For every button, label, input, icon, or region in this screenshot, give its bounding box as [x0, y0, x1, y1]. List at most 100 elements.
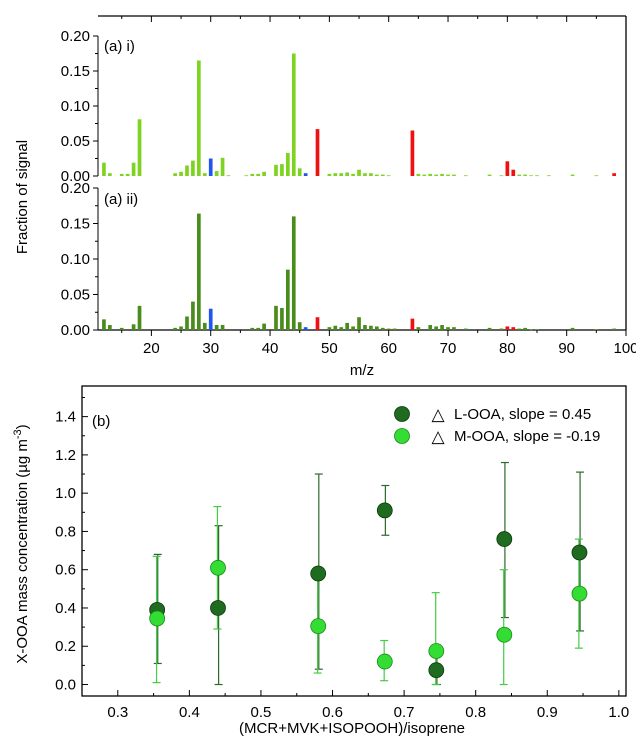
aii-ytick-label-4: 0.20: [61, 180, 90, 197]
ai-bar-mz-45: [297, 168, 302, 176]
aii-bar-mz-73: [463, 328, 468, 330]
aii-bar-mz-32: [220, 325, 225, 330]
ai-bar-mz-39: [262, 171, 266, 176]
panel-b-ylabel: X-OOA mass concentration (µg m-3): [12, 424, 31, 663]
ai-bar-mz-64: [410, 130, 415, 176]
legend-l-ooa-marker: [394, 406, 410, 422]
aii-bar-mz-91: [570, 327, 575, 330]
legend-m-ooa-slope-prefix: slope =: [513, 428, 562, 445]
legend-m-ooa-label: M-OOA, slope = -0.19: [454, 428, 600, 445]
aii-bar-mz-98: [612, 328, 616, 330]
aii-bar-mz-60: [386, 328, 391, 330]
b-ytick-label-6: 1.2: [55, 447, 76, 464]
aii-bar-mz-77: [487, 327, 492, 330]
aii-bar-mz-70: [446, 327, 450, 330]
ai-bar-mz-85: [535, 175, 539, 177]
ai-bar-mz-53: [345, 172, 350, 176]
ai-ytick-label-0: 0.00: [61, 168, 90, 185]
ai-bar-mz-98: [612, 173, 616, 176]
ai-bar-mz-16: [125, 173, 130, 176]
a-xtick-label-3: 50: [321, 340, 338, 357]
aii-bar-mz-15: [119, 327, 124, 330]
ai-bar-mz-84: [529, 175, 533, 177]
aii-bar-mz-41: [274, 305, 278, 330]
m-ooa-point-4: [428, 643, 445, 659]
aii-ytick-label-2: 0.10: [61, 251, 90, 268]
ai-bar-mz-55: [357, 169, 361, 176]
a-xtick-label-0: 20: [143, 340, 160, 357]
aii-bar-mz-27: [191, 301, 195, 330]
aii-bar-mz-84: [529, 329, 533, 331]
panel-a-xticks: 20 30 40 50 60 70 80 90 100: [121, 330, 636, 357]
ai-bar-mz-46: [303, 173, 308, 176]
ai-bar-mz-18: [137, 119, 142, 176]
panel-ai-yticks: 0.00 0.05 0.10 0.15 0.20: [61, 28, 98, 185]
ai-bar-mz-24: [173, 173, 177, 176]
panel-b-points: [149, 502, 588, 679]
aii-bar-mz-52: [339, 327, 344, 330]
ai-bar-mz-69: [440, 173, 444, 176]
ai-bar-mz-54: [351, 173, 355, 176]
m-ooa-point-2: [310, 618, 327, 635]
a-xtick-label-7: 90: [558, 340, 575, 357]
aii-bar-mz-51: [333, 325, 338, 330]
aii-bar-mz-30: [208, 308, 213, 330]
ai-bar-mz-27: [191, 160, 195, 176]
legend-m-ooa-marker: [394, 428, 410, 444]
aii-bar-mz-13: [108, 325, 112, 330]
ai-bar-mz-30: [208, 158, 213, 176]
legend-m-ooa-slope: -0.19: [566, 428, 600, 445]
b-xtick-label-5: 0.8: [465, 704, 486, 721]
a-xtick-label-1: 30: [202, 340, 219, 357]
ai-bar-mz-37: [250, 173, 255, 176]
a-xtick-label-2: 40: [262, 340, 279, 357]
ai-bar-mz-50: [327, 173, 332, 176]
b-ytick-label-4: 0.8: [55, 523, 76, 540]
panel-ai-bars: [102, 53, 616, 177]
aii-bar-mz-82: [517, 328, 522, 330]
aii-bar-mz-67: [428, 325, 433, 330]
aii-bar-mz-79: [499, 328, 504, 330]
aii-bar-mz-43: [286, 269, 290, 330]
b-ytick-label-2: 0.4: [55, 600, 76, 617]
ai-bar-mz-59: [380, 174, 385, 176]
b-xtick-label-0: 0.3: [107, 704, 128, 721]
panel-ai-label: (a) i): [104, 38, 135, 55]
ai-bar-mz-65: [416, 173, 421, 176]
ai-bar-mz-79: [499, 175, 504, 177]
l-ooa-point-5: [496, 531, 513, 547]
ai-bar-mz-52: [339, 173, 344, 176]
b-ytick-label-1: 0.2: [55, 638, 76, 655]
ai-bar-mz-87: [547, 175, 551, 177]
panel-b-ylabel-end: ): [14, 424, 31, 429]
ai-bar-mz-66: [422, 174, 427, 176]
m-ooa-point-1: [210, 559, 226, 576]
legend-l-ooa-slope: 0.45: [562, 406, 591, 423]
aii-bar-mz-18: [137, 305, 142, 330]
aii-bar-mz-85: [535, 329, 539, 331]
aii-ytick-label-3: 0.15: [61, 216, 90, 233]
legend-l-ooa-name: L-OOA: [454, 406, 501, 423]
b-xtick-label-4: 0.7: [394, 704, 415, 721]
m-ooa-point-3: [376, 653, 393, 670]
panel-a-xlabel: m/z: [350, 362, 374, 379]
panel-b-label: (b): [92, 413, 110, 430]
ai-bar-mz-32: [220, 157, 225, 176]
legend-l-ooa-slope-prefix: slope =: [509, 406, 558, 423]
ai-bar-mz-15: [119, 173, 124, 176]
aii-bar-mz-54: [351, 326, 355, 330]
l-ooa-point-4: [428, 662, 445, 679]
legend-l-ooa-label: L-OOA, slope = 0.45: [454, 406, 591, 423]
panel-b-ylabel-sup: -3: [12, 429, 24, 439]
aii-bar-mz-26: [185, 316, 189, 330]
ai-bar-mz-31: [214, 171, 219, 176]
panel-aii-yticks: 0.00 0.05 0.10 0.15 0.20: [61, 180, 98, 339]
b-xtick-label-7: 1.0: [608, 704, 629, 721]
aii-bar-mz-81: [511, 327, 516, 330]
a-xtick-label-8: 100: [613, 340, 636, 357]
aii-bar-mz-61: [392, 328, 397, 330]
ai-bar-mz-58: [374, 174, 379, 176]
aii-bar-mz-29: [202, 322, 207, 330]
panel-a: 0.00 0.05 0.10 0.15 0.20 0.00 0.05 0.10 0.15 0.2…: [14, 15, 636, 379]
aii-bar-mz-48: [315, 317, 320, 330]
